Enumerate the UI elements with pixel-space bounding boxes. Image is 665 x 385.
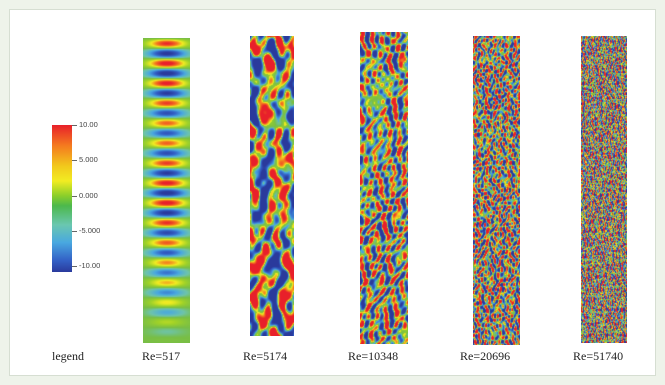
contour-canvas <box>143 38 190 343</box>
contour-panel-re10348 <box>360 32 408 344</box>
colorbar <box>52 125 72 272</box>
panel-label-re10348: Re=10348 <box>348 349 399 363</box>
colorbar-tick-max: 10.00 <box>72 120 98 129</box>
contour-panel-re517 <box>143 38 190 343</box>
figure-frame: 10.00 5.000 0.000 -5.000 -10.00 legend R… <box>9 9 656 376</box>
contour-panel-re5174 <box>250 36 294 336</box>
contour-canvas <box>581 36 627 343</box>
panel-label-re5174: Re=5174 <box>243 349 288 363</box>
legend-label: legend <box>52 349 84 363</box>
panel-label-re20696: Re=20696 <box>460 349 511 363</box>
panel-label-re51740: Re=51740 <box>573 349 624 363</box>
colorbar-tick-min: -10.00 <box>72 261 100 270</box>
colorbar-tick-low: -5.000 <box>72 226 100 235</box>
contour-canvas <box>360 32 408 344</box>
contour-canvas <box>473 36 520 345</box>
panel-label-re517: Re=517 <box>142 349 181 363</box>
colorbar-tick-high: 5.000 <box>72 155 98 164</box>
colorbar-tick-zero: 0.000 <box>72 191 98 200</box>
contour-panel-re51740 <box>581 36 627 343</box>
contour-panel-re20696 <box>473 36 520 345</box>
contour-canvas <box>250 36 294 336</box>
